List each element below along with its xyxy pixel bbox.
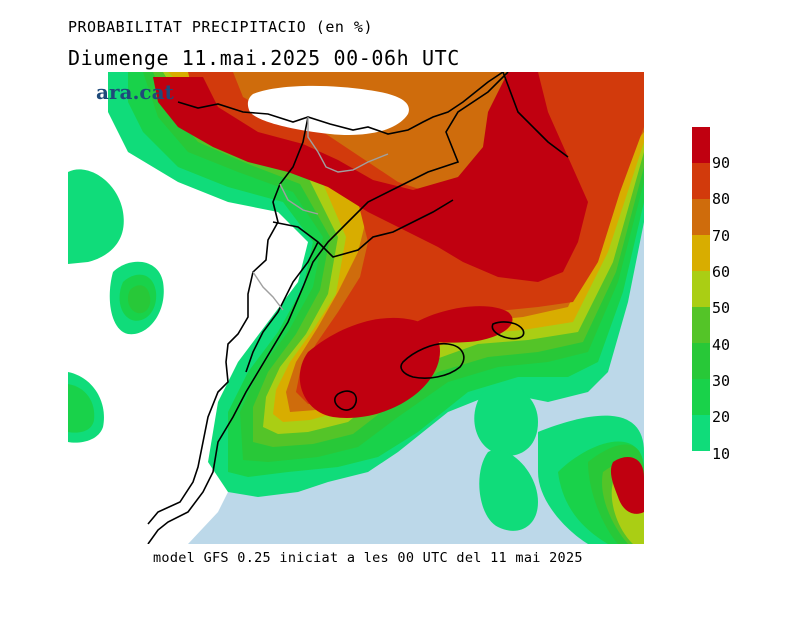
legend-swatch-40 <box>692 307 710 343</box>
legend-swatch-60 <box>692 235 710 271</box>
precipitation-map <box>68 72 644 544</box>
model-footer: model GFS 0.25 iniciat a les 00 UTC del … <box>153 550 583 566</box>
legend-swatch-70 <box>692 199 710 235</box>
legend-swatch-50 <box>692 271 710 307</box>
legend-label-70: 70 <box>712 227 731 245</box>
map-subtitle: Diumenge 11.mai.2025 00-06h UTC <box>68 46 460 70</box>
legend-swatch-90 <box>692 127 710 163</box>
ara-cat-logo: ara.cat <box>96 80 174 104</box>
legend-label-10: 10 <box>712 445 731 463</box>
low-prob-area <box>247 85 409 136</box>
legend-label-50: 50 <box>712 299 731 317</box>
legend-swatch-20 <box>692 379 710 415</box>
legend-swatch-10 <box>692 415 710 451</box>
legend-swatch-80 <box>692 163 710 199</box>
legend-label-40: 40 <box>712 336 731 354</box>
legend-label-90: 90 <box>712 154 731 172</box>
map-title: PROBABILITAT PRECIPITACIO (en %) <box>68 18 373 36</box>
legend-swatch-30 <box>692 343 710 379</box>
legend-label-20: 20 <box>712 408 731 426</box>
country-borders <box>147 72 569 544</box>
legend-label-60: 60 <box>712 263 731 281</box>
legend-label-80: 80 <box>712 190 731 208</box>
color-legend <box>692 127 710 451</box>
legend-label-30: 30 <box>712 372 731 390</box>
region-borders <box>252 117 389 311</box>
